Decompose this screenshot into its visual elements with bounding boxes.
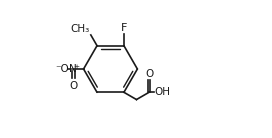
Text: N: N — [69, 64, 77, 74]
Text: CH₃: CH₃ — [71, 24, 90, 34]
Text: +: + — [73, 63, 79, 70]
Text: O: O — [145, 69, 153, 79]
Text: O: O — [69, 81, 77, 91]
Text: OH: OH — [155, 87, 171, 97]
Text: F: F — [121, 23, 127, 33]
Text: ⁻O: ⁻O — [55, 64, 69, 74]
